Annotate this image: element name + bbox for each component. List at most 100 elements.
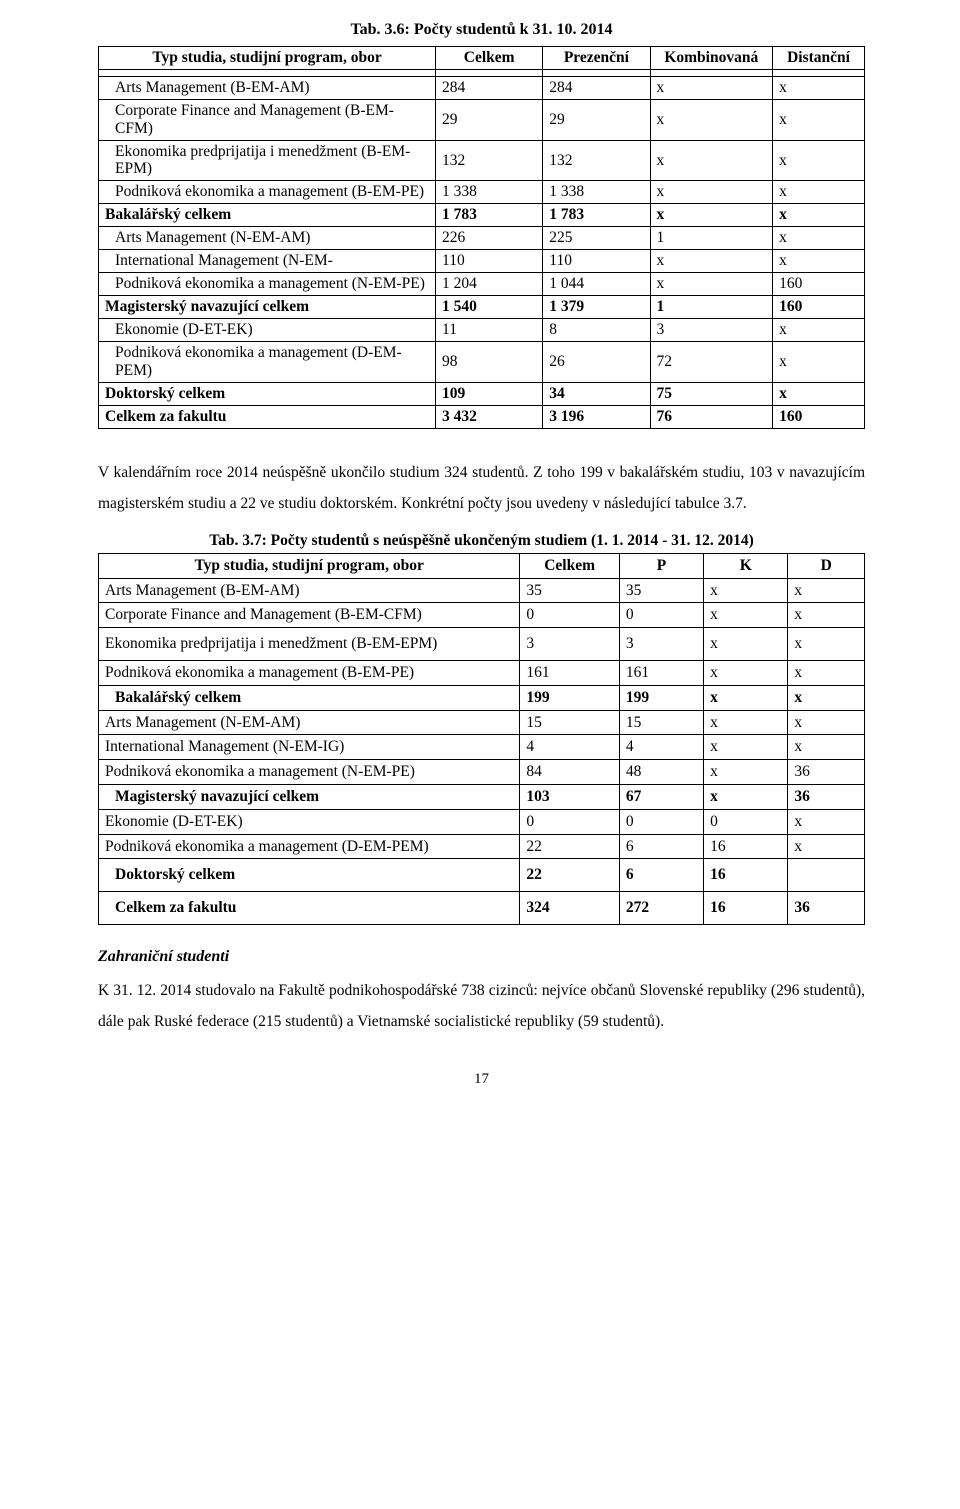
page-number: 17 bbox=[98, 1068, 865, 1091]
cell: x bbox=[773, 227, 865, 250]
cell: x bbox=[788, 660, 865, 685]
cell: x bbox=[788, 603, 865, 628]
cell: 1 783 bbox=[436, 204, 543, 227]
table-row: Celkem za fakultu3242721636 bbox=[99, 892, 865, 925]
table-row: Magisterský navazující celkem10367x36 bbox=[99, 785, 865, 810]
hdr-cell: Celkem bbox=[520, 553, 620, 578]
cell: 110 bbox=[543, 250, 650, 273]
cell: 110 bbox=[436, 250, 543, 273]
table-row: Podniková ekonomika a management (B-EM-P… bbox=[99, 660, 865, 685]
row-label: Arts Management (B-EM-AM) bbox=[99, 77, 436, 100]
cell: 1 044 bbox=[543, 273, 650, 296]
cell: 3 196 bbox=[543, 405, 650, 428]
table-row: International Management (N-EM-110110xx bbox=[99, 250, 865, 273]
cell: 103 bbox=[520, 785, 620, 810]
cell: 272 bbox=[619, 892, 703, 925]
cell: 132 bbox=[436, 140, 543, 181]
cell: x bbox=[704, 785, 788, 810]
table-1: Typ studia, studijní program, obor Celke… bbox=[98, 46, 865, 429]
cell: 75 bbox=[650, 382, 773, 405]
cell: 11 bbox=[436, 319, 543, 342]
table-row: Arts Management (N-EM-AM)2262251x bbox=[99, 227, 865, 250]
cell: 0 bbox=[619, 809, 703, 834]
cell: 109 bbox=[436, 382, 543, 405]
table-row: Podniková ekonomika a management (B-EM-P… bbox=[99, 181, 865, 204]
row-label: Bakalářský celkem bbox=[99, 204, 436, 227]
cell: x bbox=[650, 204, 773, 227]
cell: x bbox=[704, 710, 788, 735]
table-row: Ekonomie (D-ET-EK)1183x bbox=[99, 319, 865, 342]
table-row: Celkem za fakultu3 4323 19676160 bbox=[99, 405, 865, 428]
row-label: Magisterský navazující celkem bbox=[99, 296, 436, 319]
table-row: Doktorský celkem22616 bbox=[99, 859, 865, 892]
cell: 15 bbox=[619, 710, 703, 735]
table-row: Bakalářský celkem199199xx bbox=[99, 685, 865, 710]
cell: 22 bbox=[520, 859, 620, 892]
table-row: Corporate Finance and Management (B-EM-C… bbox=[99, 100, 865, 141]
table-row: International Management (N-EM-IG)44xx bbox=[99, 735, 865, 760]
row-label: Celkem za fakultu bbox=[99, 405, 436, 428]
cell: 199 bbox=[619, 685, 703, 710]
cell: 226 bbox=[436, 227, 543, 250]
cell: 16 bbox=[704, 834, 788, 859]
paragraph-between: V kalendářním roce 2014 neúspěšně ukonči… bbox=[98, 457, 865, 520]
table-row: Ekonomika predprijatija i menedžment (B-… bbox=[99, 140, 865, 181]
table-2-header: Typ studia, studijní program, obor Celke… bbox=[99, 553, 865, 578]
cell: x bbox=[650, 273, 773, 296]
cell: 1 338 bbox=[436, 181, 543, 204]
table-row: Doktorský celkem1093475x bbox=[99, 382, 865, 405]
cell: 16 bbox=[704, 859, 788, 892]
cell: x bbox=[650, 250, 773, 273]
row-label: International Management (N-EM-IG) bbox=[99, 735, 520, 760]
cell: 35 bbox=[619, 578, 703, 603]
cell: x bbox=[704, 603, 788, 628]
cell: 1 bbox=[650, 296, 773, 319]
cell: 84 bbox=[520, 760, 620, 785]
cell: 160 bbox=[773, 273, 865, 296]
cell: x bbox=[650, 140, 773, 181]
cell: 1 bbox=[650, 227, 773, 250]
cell: x bbox=[788, 834, 865, 859]
cell: x bbox=[704, 760, 788, 785]
cell: 76 bbox=[650, 405, 773, 428]
hdr-cell: Typ studia, studijní program, obor bbox=[99, 47, 436, 70]
row-label: Corporate Finance and Management (B-EM-C… bbox=[99, 603, 520, 628]
table-row: Ekonomika predprijatija i menedžment (B-… bbox=[99, 628, 865, 661]
row-label: Podniková ekonomika a management (N-EM-P… bbox=[99, 760, 520, 785]
hdr-cell: D bbox=[788, 553, 865, 578]
row-label: Ekonomika predprijatija i menedžment (B-… bbox=[99, 628, 520, 661]
cell: 4 bbox=[619, 735, 703, 760]
cell: 22 bbox=[520, 834, 620, 859]
row-label: Magisterský navazující celkem bbox=[99, 785, 520, 810]
cell: x bbox=[788, 809, 865, 834]
table-row: Podniková ekonomika a management (N-EM-P… bbox=[99, 273, 865, 296]
cell: x bbox=[788, 628, 865, 661]
cell: 36 bbox=[788, 785, 865, 810]
cell: x bbox=[704, 660, 788, 685]
cell: 29 bbox=[436, 100, 543, 141]
table-2: Typ studia, studijní program, obor Celke… bbox=[98, 553, 865, 925]
cell: 0 bbox=[619, 603, 703, 628]
cell: x bbox=[773, 342, 865, 383]
cell: 0 bbox=[520, 603, 620, 628]
cell: 98 bbox=[436, 342, 543, 383]
cell: x bbox=[788, 735, 865, 760]
cell: 160 bbox=[773, 405, 865, 428]
cell: 72 bbox=[650, 342, 773, 383]
row-label: Celkem za fakultu bbox=[99, 892, 520, 925]
cell: x bbox=[704, 578, 788, 603]
cell: 161 bbox=[619, 660, 703, 685]
cell: 15 bbox=[520, 710, 620, 735]
subheading-foreign: Zahraniční studenti bbox=[98, 945, 865, 969]
row-label: Ekonomie (D-ET-EK) bbox=[99, 319, 436, 342]
cell: 0 bbox=[704, 809, 788, 834]
cell: x bbox=[650, 77, 773, 100]
cell: 4 bbox=[520, 735, 620, 760]
cell: 36 bbox=[788, 892, 865, 925]
table-row: Podniková ekonomika a management (D-EM-P… bbox=[99, 834, 865, 859]
cell: 284 bbox=[543, 77, 650, 100]
table-row: Podniková ekonomika a management (D-EM-P… bbox=[99, 342, 865, 383]
table-1-header: Typ studia, studijní program, obor Celke… bbox=[99, 47, 865, 70]
cell: x bbox=[773, 204, 865, 227]
cell bbox=[788, 859, 865, 892]
